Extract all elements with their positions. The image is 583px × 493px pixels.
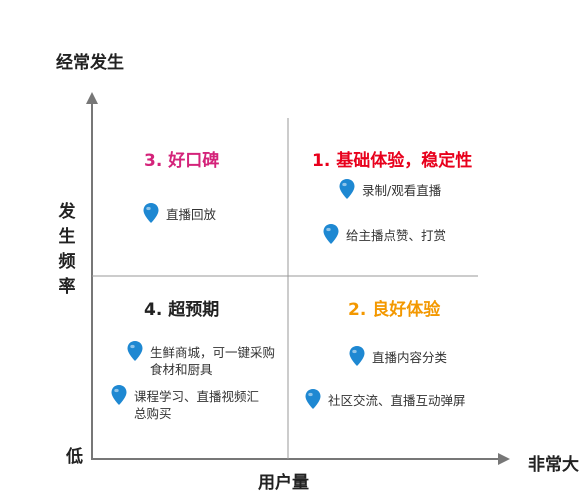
quadrant-3-title: 3. 好口碑 (144, 151, 220, 171)
y-axis-label: 发生频率 (58, 202, 76, 297)
q3-item-1: 直播回放 (142, 203, 217, 224)
y-axis-top-label: 经常发生 (56, 53, 124, 73)
location-pin-icon (349, 346, 365, 366)
x-axis-right-label: 非常大 (528, 455, 579, 475)
q2-item-2: 社区交流、直播互动弹屏 (304, 389, 466, 410)
x-axis-arrow (498, 453, 510, 465)
location-pin-icon (127, 341, 143, 361)
location-pin-icon (111, 385, 127, 405)
q1-item-1-text: 录制/观看直播 (362, 183, 442, 198)
y-axis-arrow (86, 92, 98, 104)
q4-item-1-text: 生鲜商城，可一键采购食材和厨具 (150, 345, 276, 377)
q2-item-2-text: 社区交流、直播互动弹屏 (328, 393, 466, 408)
quadrant-4-title: 4. 超预期 (144, 300, 220, 320)
quadrant-2-title: 2. 良好体验 (348, 300, 441, 320)
location-pin-icon (143, 203, 159, 223)
location-pin-icon (305, 389, 321, 409)
q4-item-2: 课程学习、直播视频汇总购买 (110, 385, 270, 422)
q4-item-1: 生鲜商城，可一键采购食材和厨具 (126, 341, 286, 378)
q3-item-1-text: 直播回放 (166, 207, 217, 222)
location-pin-icon (323, 224, 339, 244)
q1-item-2: 给主播点赞、打赏 (322, 224, 447, 245)
q4-item-2-text: 课程学习、直播视频汇总购买 (134, 389, 260, 421)
x-axis-label: 用户量 (258, 473, 309, 493)
q1-item-1: 录制/观看直播 (338, 179, 442, 200)
q1-item-2-text: 给主播点赞、打赏 (346, 228, 447, 243)
q2-item-1-text: 直播内容分类 (372, 350, 448, 365)
q2-item-1: 直播内容分类 (348, 346, 448, 367)
quadrant-1-title: 1. 基础体验，稳定性 (312, 151, 473, 171)
y-axis-bottom-label: 低 (66, 447, 83, 467)
location-pin-icon (339, 179, 355, 199)
